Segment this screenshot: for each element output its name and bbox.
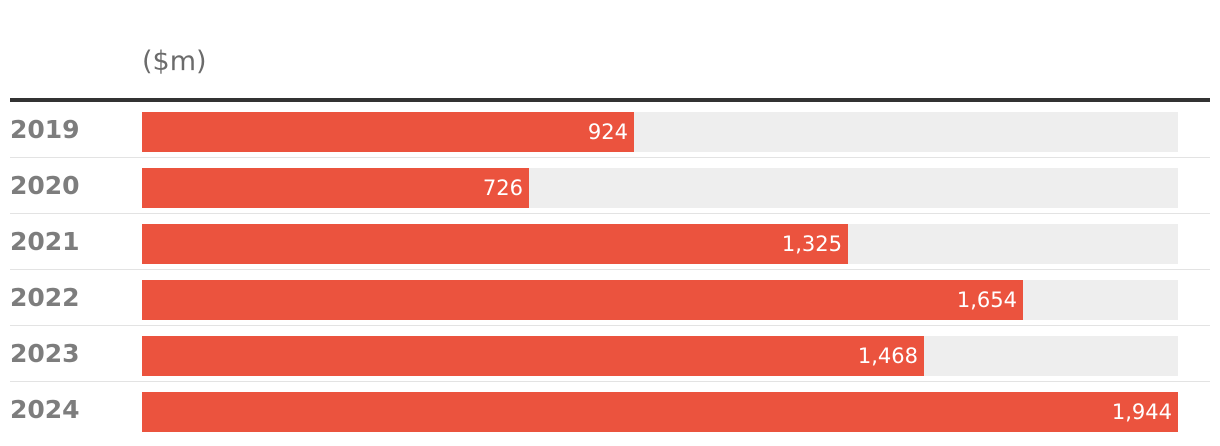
bar-row: 2019 924	[10, 102, 1210, 158]
category-label: 2023	[10, 339, 80, 368]
bar-row: 2021 1,325	[10, 214, 1210, 270]
unit-label: ($m)	[142, 46, 207, 77]
bar: 726	[142, 168, 529, 208]
row-divider	[10, 213, 1210, 214]
bar-value-label: 1,654	[956, 288, 1017, 312]
header-rule	[10, 98, 1210, 102]
bar-row: 2020 726	[10, 158, 1210, 214]
bar-row: 2024 1,944	[10, 382, 1210, 438]
bar-track: 726	[142, 168, 1178, 208]
bar-track: 1,654	[142, 280, 1178, 320]
bar: 1,654	[142, 280, 1023, 320]
row-divider	[10, 269, 1210, 270]
category-label: 2020	[10, 171, 80, 200]
category-label: 2022	[10, 283, 80, 312]
bar: 1,468	[142, 336, 924, 376]
bar-value-label: 726	[482, 176, 523, 200]
bar-track: 1,325	[142, 224, 1178, 264]
row-divider	[10, 157, 1210, 158]
bar-track: 1,944	[142, 392, 1178, 432]
bar-row: 2022 1,654	[10, 270, 1210, 326]
category-label: 2019	[10, 115, 80, 144]
row-divider	[10, 381, 1210, 382]
bar-value-label: 1,944	[1111, 400, 1172, 424]
bar-track: 924	[142, 112, 1178, 152]
bar-track: 1,468	[142, 336, 1178, 376]
category-label: 2024	[10, 395, 80, 424]
bar-row: 2023 1,468	[10, 326, 1210, 382]
row-divider	[10, 325, 1210, 326]
bar-value-label: 1,325	[781, 232, 842, 256]
category-label: 2021	[10, 227, 80, 256]
bar-value-label: 1,468	[857, 344, 918, 368]
bar: 1,325	[142, 224, 848, 264]
bar-value-label: 924	[587, 120, 628, 144]
bar: 1,944	[142, 392, 1178, 432]
bar: 924	[142, 112, 634, 152]
